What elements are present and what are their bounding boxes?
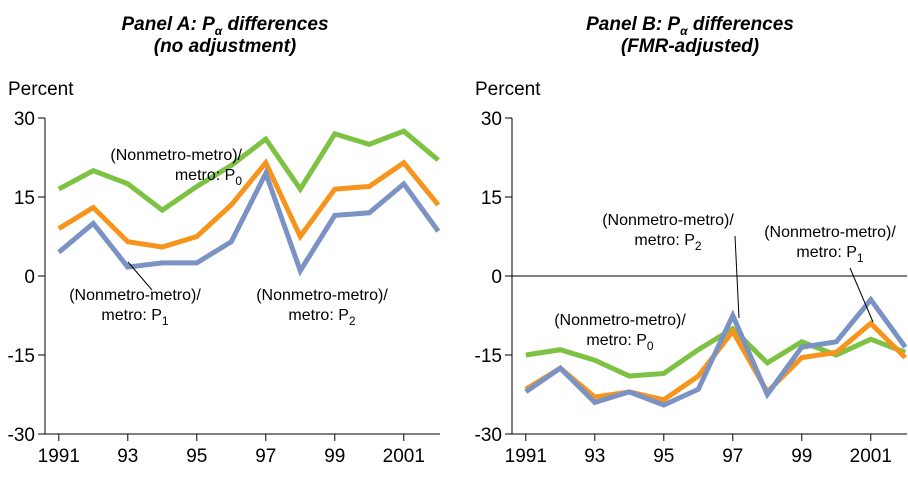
annotation-sub: 0 — [235, 174, 242, 188]
y-tick-label: 15 — [14, 188, 35, 209]
x-tick-label: 1991 — [38, 446, 80, 467]
data-line — [57, 166, 441, 277]
annotation: (Nonmetro-metro)/ — [602, 212, 734, 229]
x-tick-label: 99 — [324, 446, 345, 467]
panel: Panel A: Pα differences(no adjustment) Pe… — [8, 14, 441, 467]
annotation: (Nonmetro-metro)/ — [256, 287, 388, 304]
x-tick-label: 99 — [791, 446, 812, 467]
y-tick-label: -15 — [475, 346, 502, 367]
annotation-text: metro: P — [634, 232, 694, 249]
x-tick-label: 93 — [117, 446, 138, 467]
y-tick-label: -30 — [8, 425, 35, 446]
y-tick-label: 30 — [481, 109, 502, 130]
y-tick-label: 0 — [491, 267, 502, 288]
annotation: metro: P0 — [586, 332, 653, 353]
data-line — [524, 295, 908, 408]
annotation-sub: 2 — [349, 314, 356, 328]
x-tick-label: 2001 — [383, 446, 425, 467]
annotation-text: metro: P — [175, 167, 235, 184]
leader-line — [849, 267, 874, 323]
annotation: (Nonmetro-metro)/ — [110, 147, 242, 164]
y-tick-label: 15 — [481, 188, 502, 209]
y-axis-label: Percent — [8, 79, 74, 100]
annotation: metro: P1 — [101, 307, 168, 328]
title-sub: α — [215, 24, 223, 38]
y-tick-label: -30 — [475, 425, 502, 446]
annotation-text: metro: P — [288, 307, 348, 324]
x-tick-label: 95 — [653, 446, 674, 467]
annotation-text: metro: P — [796, 244, 856, 261]
x-tick-label: 2001 — [850, 446, 892, 467]
annotation: metro: P2 — [288, 307, 355, 328]
annotation-sub: 1 — [857, 251, 864, 265]
data-line — [57, 128, 440, 214]
y-axis-label: Percent — [475, 79, 541, 100]
x-tick-label: 97 — [255, 446, 276, 467]
annotation-sub: 0 — [647, 339, 654, 353]
title-text: Panel B: P — [586, 14, 680, 35]
y-tick-label: 30 — [14, 109, 35, 130]
x-tick-label: 95 — [186, 446, 207, 467]
annotation-sub: 2 — [695, 239, 702, 253]
title-sub: α — [680, 24, 688, 38]
x-tick-label: 1991 — [505, 446, 547, 467]
y-tick-label: -15 — [8, 346, 35, 367]
annotation: (Nonmetro-metro)/ — [554, 312, 686, 329]
y-tick-label: 0 — [24, 267, 35, 288]
title-text: differences — [688, 14, 794, 35]
annotation-text: metro: P — [101, 307, 161, 324]
panel: Panel B: Pα differences(FMR-adjusted) Per… — [475, 14, 908, 467]
x-tick-label: 93 — [584, 446, 605, 467]
x-tick-label: 97 — [722, 446, 743, 467]
annotation: metro: P2 — [634, 232, 701, 253]
data-line — [57, 158, 441, 250]
leader-line — [734, 235, 740, 319]
data-line — [525, 325, 907, 379]
panel-title: (no adjustment) — [154, 36, 297, 57]
annotation: metro: P1 — [796, 244, 863, 265]
annotation: (Nonmetro-metro)/ — [69, 287, 201, 304]
panel-title: Panel B: Pα differences — [586, 14, 794, 38]
title-text: differences — [222, 14, 328, 35]
title-text: Panel A: P — [121, 14, 215, 35]
leader-line — [127, 261, 153, 291]
panel-title: Panel A: Pα differences — [121, 14, 328, 38]
annotation: (Nonmetro-metro)/ — [764, 224, 896, 241]
panel-title: (FMR-adjusted) — [621, 36, 759, 57]
annotation-text: metro: P — [586, 332, 646, 349]
annotation-sub: 1 — [162, 314, 169, 328]
annotation: metro: P0 — [175, 167, 242, 188]
